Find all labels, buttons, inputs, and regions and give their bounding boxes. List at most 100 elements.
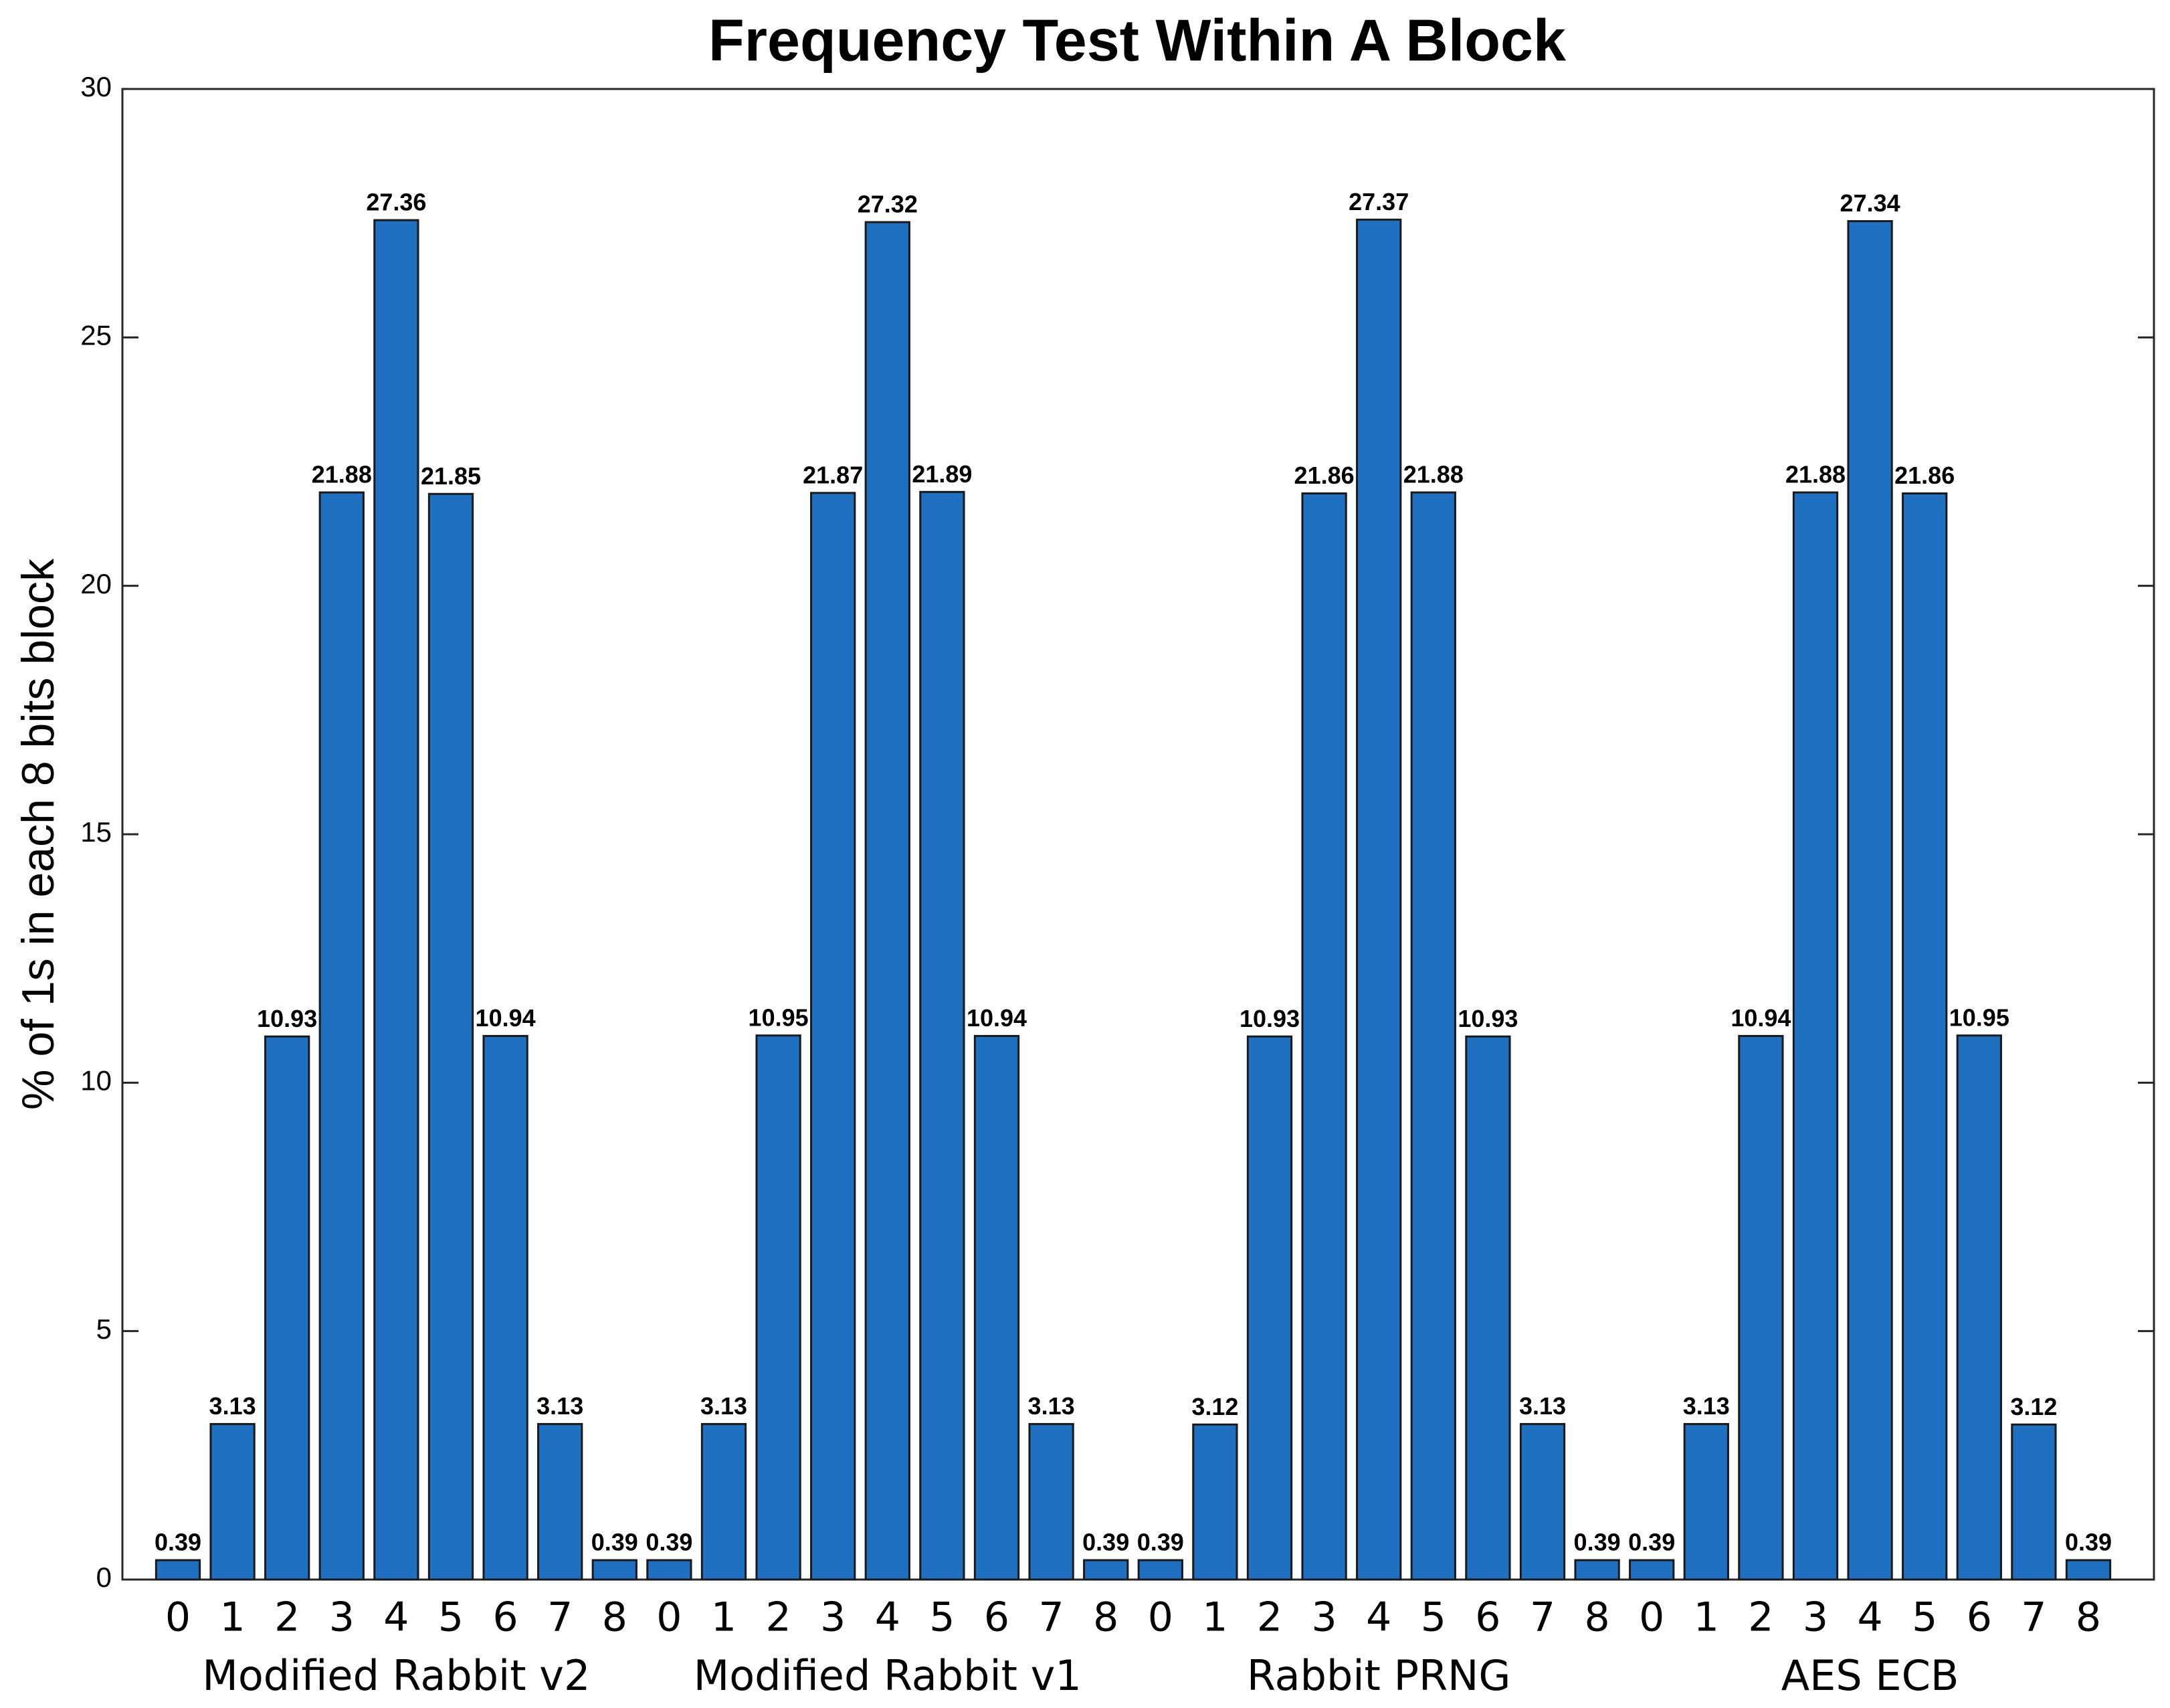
x-tick-label: 8 (2076, 1594, 2101, 1641)
bar (2011, 1423, 2057, 1581)
x-tick-label: 5 (1421, 1594, 1446, 1641)
bar (155, 1559, 201, 1581)
bar (1083, 1559, 1129, 1581)
x-tick-label: 0 (1148, 1594, 1173, 1641)
value-label: 0.39 (1082, 1529, 1129, 1556)
x-tick-label: 6 (493, 1594, 518, 1641)
y-tick-label: 15 (80, 816, 112, 848)
x-tick-label: 5 (1912, 1594, 1937, 1641)
x-tick-label: 4 (875, 1594, 900, 1641)
value-label: 21.85 (421, 462, 481, 490)
x-tick-label: 6 (984, 1594, 1009, 1641)
y-tick-label: 30 (80, 71, 112, 102)
value-label: 3.13 (1519, 1392, 1566, 1420)
bar (700, 1423, 747, 1581)
value-label: 0.39 (1628, 1529, 1675, 1556)
bar (482, 1035, 528, 1581)
value-label: 3.12 (2010, 1393, 2057, 1420)
value-label: 21.86 (1894, 462, 1955, 489)
x-tick-label: 3 (329, 1594, 355, 1641)
bar (2065, 1559, 2112, 1581)
x-tick-label: 7 (1530, 1594, 1555, 1641)
value-label: 0.39 (646, 1529, 692, 1556)
bar (1410, 491, 1456, 1581)
y-tick-label: 25 (80, 319, 112, 351)
x-tick-label: 7 (547, 1594, 573, 1641)
x-tick-label: 4 (1858, 1594, 1883, 1641)
value-label: 27.34 (1840, 189, 1900, 217)
value-label: 10.95 (1949, 1004, 2009, 1031)
value-label: 27.37 (1349, 188, 1409, 215)
x-tick-label: 3 (1312, 1594, 1337, 1641)
x-tick-label: 0 (656, 1594, 682, 1641)
bar (1519, 1423, 1566, 1581)
value-label: 0.39 (155, 1529, 201, 1556)
x-tick-label: 3 (1803, 1594, 1828, 1641)
x-tick-label: 6 (1475, 1594, 1500, 1641)
y-tick-label: 20 (80, 568, 112, 599)
bar (1847, 220, 1893, 1581)
value-label: 10.94 (1731, 1004, 1791, 1032)
bar (1738, 1035, 1784, 1581)
bar (1792, 491, 1839, 1581)
x-tick-label: 2 (766, 1594, 791, 1641)
value-label: 21.86 (1294, 462, 1355, 489)
bar (973, 1035, 1020, 1581)
value-label: 3.13 (700, 1392, 747, 1420)
bar (1574, 1559, 1620, 1581)
bar (1902, 492, 1948, 1581)
bar (919, 490, 965, 1581)
value-label: 10.94 (476, 1004, 536, 1032)
chart-title: Frequency Test Within A Block (708, 7, 1567, 73)
bar (1629, 1559, 1675, 1581)
bar (1465, 1035, 1511, 1581)
value-label: 10.95 (749, 1004, 809, 1031)
value-label: 21.88 (1785, 461, 1846, 488)
bar (1301, 492, 1347, 1581)
x-tick-label: 1 (1202, 1594, 1227, 1641)
group-label: Modified Rabbit v2 (202, 1651, 590, 1700)
value-label: 21.88 (1403, 461, 1464, 488)
x-tick-label: 3 (820, 1594, 846, 1641)
value-label: 27.32 (858, 191, 918, 218)
x-tick-label: 0 (165, 1594, 191, 1641)
x-tick-label: 0 (1639, 1594, 1664, 1641)
y-tick-label: 0 (96, 1561, 112, 1593)
bar (537, 1423, 583, 1581)
bar (1356, 218, 1402, 1581)
value-label: 3.13 (536, 1392, 583, 1420)
bar (1192, 1423, 1238, 1581)
bar (864, 221, 910, 1581)
x-tick-label: 5 (929, 1594, 955, 1641)
value-label: 3.13 (1028, 1392, 1075, 1420)
bar (1137, 1559, 1183, 1581)
value-label: 21.88 (312, 461, 372, 488)
y-tick-label: 10 (80, 1064, 112, 1096)
bar (1956, 1034, 2002, 1581)
bar (646, 1559, 692, 1581)
y-tick-label: 5 (96, 1313, 112, 1345)
x-tick-label: 2 (1257, 1594, 1282, 1641)
group-label: AES ECB (1781, 1651, 1959, 1700)
value-label: 3.13 (209, 1392, 256, 1420)
x-tick-label: 8 (1093, 1594, 1118, 1641)
value-label: 10.94 (967, 1004, 1027, 1032)
value-label: 0.39 (1137, 1529, 1184, 1556)
bar (810, 492, 856, 1581)
value-label: 0.39 (1574, 1529, 1621, 1556)
x-tick-label: 6 (1967, 1594, 1992, 1641)
x-tick-label: 2 (274, 1594, 300, 1641)
bar (1246, 1035, 1293, 1581)
value-label: 3.12 (1191, 1393, 1238, 1420)
x-tick-label: 8 (1585, 1594, 1610, 1641)
bar (591, 1559, 637, 1581)
bar (427, 492, 474, 1581)
x-tick-label: 7 (1039, 1594, 1064, 1641)
bar (209, 1423, 256, 1581)
x-tick-label: 1 (1694, 1594, 1719, 1641)
x-tick-label: 4 (1366, 1594, 1391, 1641)
value-label: 21.87 (803, 461, 863, 488)
x-tick-label: 8 (602, 1594, 627, 1641)
value-label: 0.39 (2065, 1529, 2112, 1556)
